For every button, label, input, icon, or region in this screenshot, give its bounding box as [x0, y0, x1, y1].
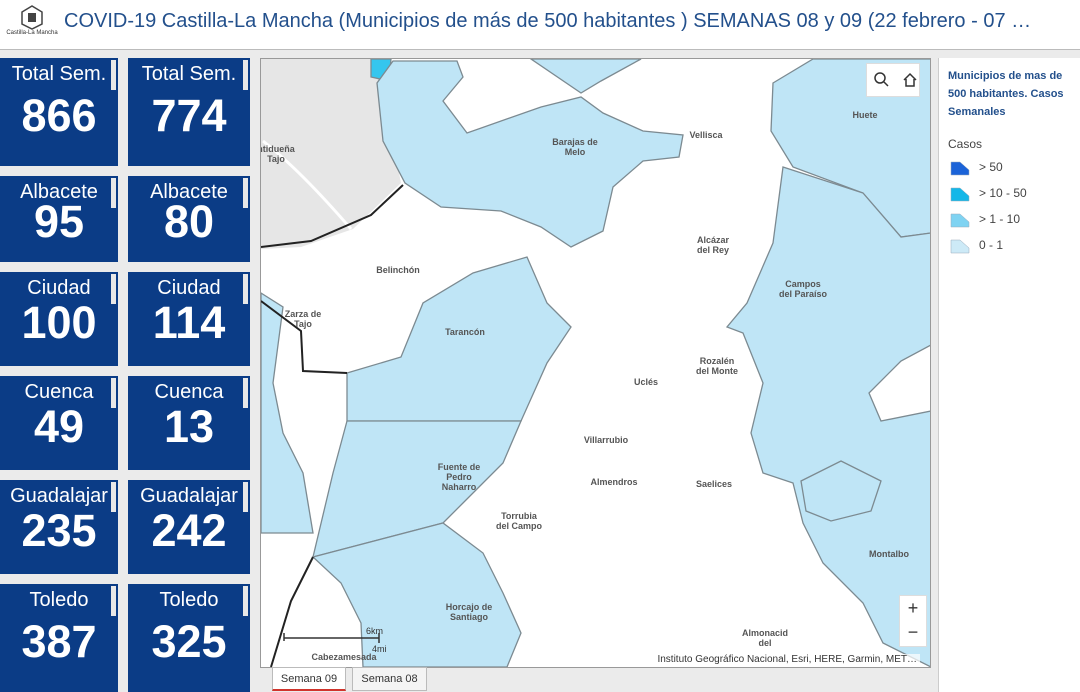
scrollbar	[111, 378, 116, 408]
logo-text: Castilla-La Mancha	[6, 30, 58, 36]
place-label: Cabezamesada	[311, 652, 377, 662]
scrollbar	[243, 378, 248, 408]
stat-tile: Albacete 80	[128, 176, 250, 262]
zoom-control: + −	[899, 595, 927, 647]
stat-tile: Ciudad 114	[128, 272, 250, 366]
scrollbar	[243, 178, 248, 208]
attribution: Instituto Geográfico Nacional, Esri, HER…	[654, 654, 920, 665]
place-label: Horcajo de Santiago	[445, 602, 493, 622]
stat-label: Toledo	[29, 589, 89, 611]
stat-value: 242	[151, 504, 227, 556]
stat-value: 866	[21, 90, 97, 142]
stat-label: Total Sem.	[11, 63, 107, 85]
stat-tile: Total Sem. 774	[128, 58, 250, 166]
scrollbar	[111, 586, 116, 616]
stat-value: 49	[33, 400, 85, 452]
stat-label: Guadalajar	[10, 485, 108, 507]
place-label: Montalbo	[869, 549, 909, 559]
stat-label: Total Sem.	[141, 63, 237, 85]
legend-swatch	[950, 187, 970, 202]
tab[interactable]: Semana 08	[352, 667, 427, 691]
stat-tile: Ciudad 100	[0, 272, 118, 366]
place-label: Zarza de Tajo	[284, 309, 322, 329]
stat-label: Ciudad	[27, 277, 91, 299]
stat-value: 387	[21, 616, 97, 668]
legend: Municipios de mas de 500 habitantes. Cas…	[938, 58, 1080, 692]
stat-value: 100	[21, 296, 97, 348]
scrollbar	[111, 60, 116, 90]
stat-tile: Total Sem. 866	[0, 58, 118, 166]
stat-tile: Guadalajar 242	[128, 480, 250, 574]
scrollbar	[243, 274, 248, 304]
scrollbar	[111, 274, 116, 304]
place-label: Tarancón	[445, 327, 485, 337]
legend-item: > 1 - 10	[979, 212, 1021, 226]
stat-value: 13	[163, 400, 215, 452]
stat-tile: Cuenca 13	[128, 376, 250, 470]
place-label: Almendros	[590, 477, 638, 487]
stat-label: Cuenca	[24, 381, 94, 403]
place-label: Barajas de Melo	[552, 137, 598, 157]
map-shapes	[261, 59, 930, 667]
place-label: Villarrubio	[583, 435, 629, 445]
map-tool-icons[interactable]	[867, 64, 919, 96]
legend-item: 0 - 1	[979, 238, 1004, 252]
place-label: Alcázar del Rey	[696, 235, 730, 255]
scrollbar	[111, 482, 116, 512]
scrollbar	[111, 178, 116, 208]
legend-swatch	[950, 161, 970, 176]
place-label: Rozalén del Monte	[696, 356, 738, 376]
stat-value: 95	[33, 196, 85, 248]
title: COVID-19 Castilla-La Mancha (Municipios …	[64, 10, 1032, 32]
stat-label: Toledo	[159, 589, 219, 611]
legend-swatch	[950, 213, 970, 228]
stat-tile: Toledo 387	[0, 584, 118, 692]
stat-label: Albacete	[150, 181, 228, 203]
stat-label: Guadalajar	[140, 485, 238, 507]
scrollbar	[243, 60, 248, 90]
stat-value: 80	[163, 196, 215, 248]
logo	[21, 5, 43, 30]
place-label: Uclés	[633, 377, 659, 387]
stat-value: 235	[21, 504, 97, 556]
scale-km: 6km	[366, 626, 384, 636]
legend-swatch	[950, 239, 970, 254]
stat-value: 114	[152, 296, 226, 348]
place-label: Fuente de Pedro Naharro	[437, 462, 481, 492]
stat-label: Ciudad	[157, 277, 221, 299]
stat-value: 774	[151, 90, 227, 142]
legend-item: > 50	[979, 160, 1003, 174]
place-label: Vellisca	[689, 130, 723, 140]
place-label: Belinchón	[376, 265, 420, 275]
stat-tile: Guadalajar 235	[0, 480, 118, 574]
stat-tile: Albacete 95	[0, 176, 118, 262]
zoom-out[interactable]: −	[907, 622, 919, 642]
header: Castilla-La Mancha COVID-19 Castilla-La …	[0, 0, 1080, 50]
legend-item: > 10 - 50	[979, 186, 1027, 200]
stat-label: Albacete	[20, 181, 98, 203]
stat-value: 325	[151, 616, 227, 668]
scrollbar	[243, 482, 248, 512]
place-label: Torrubia del Campo	[495, 511, 543, 531]
scale-mi: 4mi	[372, 644, 387, 654]
stat-tile: Toledo 325	[128, 584, 250, 692]
legend-title: Municipios de mas de 500 habitantes. Cas…	[948, 70, 1064, 118]
zoom-in[interactable]: +	[907, 598, 919, 618]
legend-subtitle: Casos	[948, 137, 983, 151]
stat-tile: Cuenca 49	[0, 376, 118, 470]
scale-bar	[283, 633, 380, 643]
map-tools	[866, 63, 920, 97]
scrollbar	[243, 586, 248, 616]
map: ntidueña Tajo Barajas de Melo Vellisca Huet…	[260, 58, 931, 668]
place-label: Campos del Paraíso	[778, 279, 828, 299]
place-label: ntidueña Tajo	[260, 144, 295, 164]
tab[interactable]: Semana 09	[272, 667, 346, 691]
place-label: Huete	[852, 110, 878, 120]
place-label: Almonacid del	[741, 628, 789, 648]
stat-label: Cuenca	[154, 381, 224, 403]
place-label: Saelices	[695, 479, 733, 489]
